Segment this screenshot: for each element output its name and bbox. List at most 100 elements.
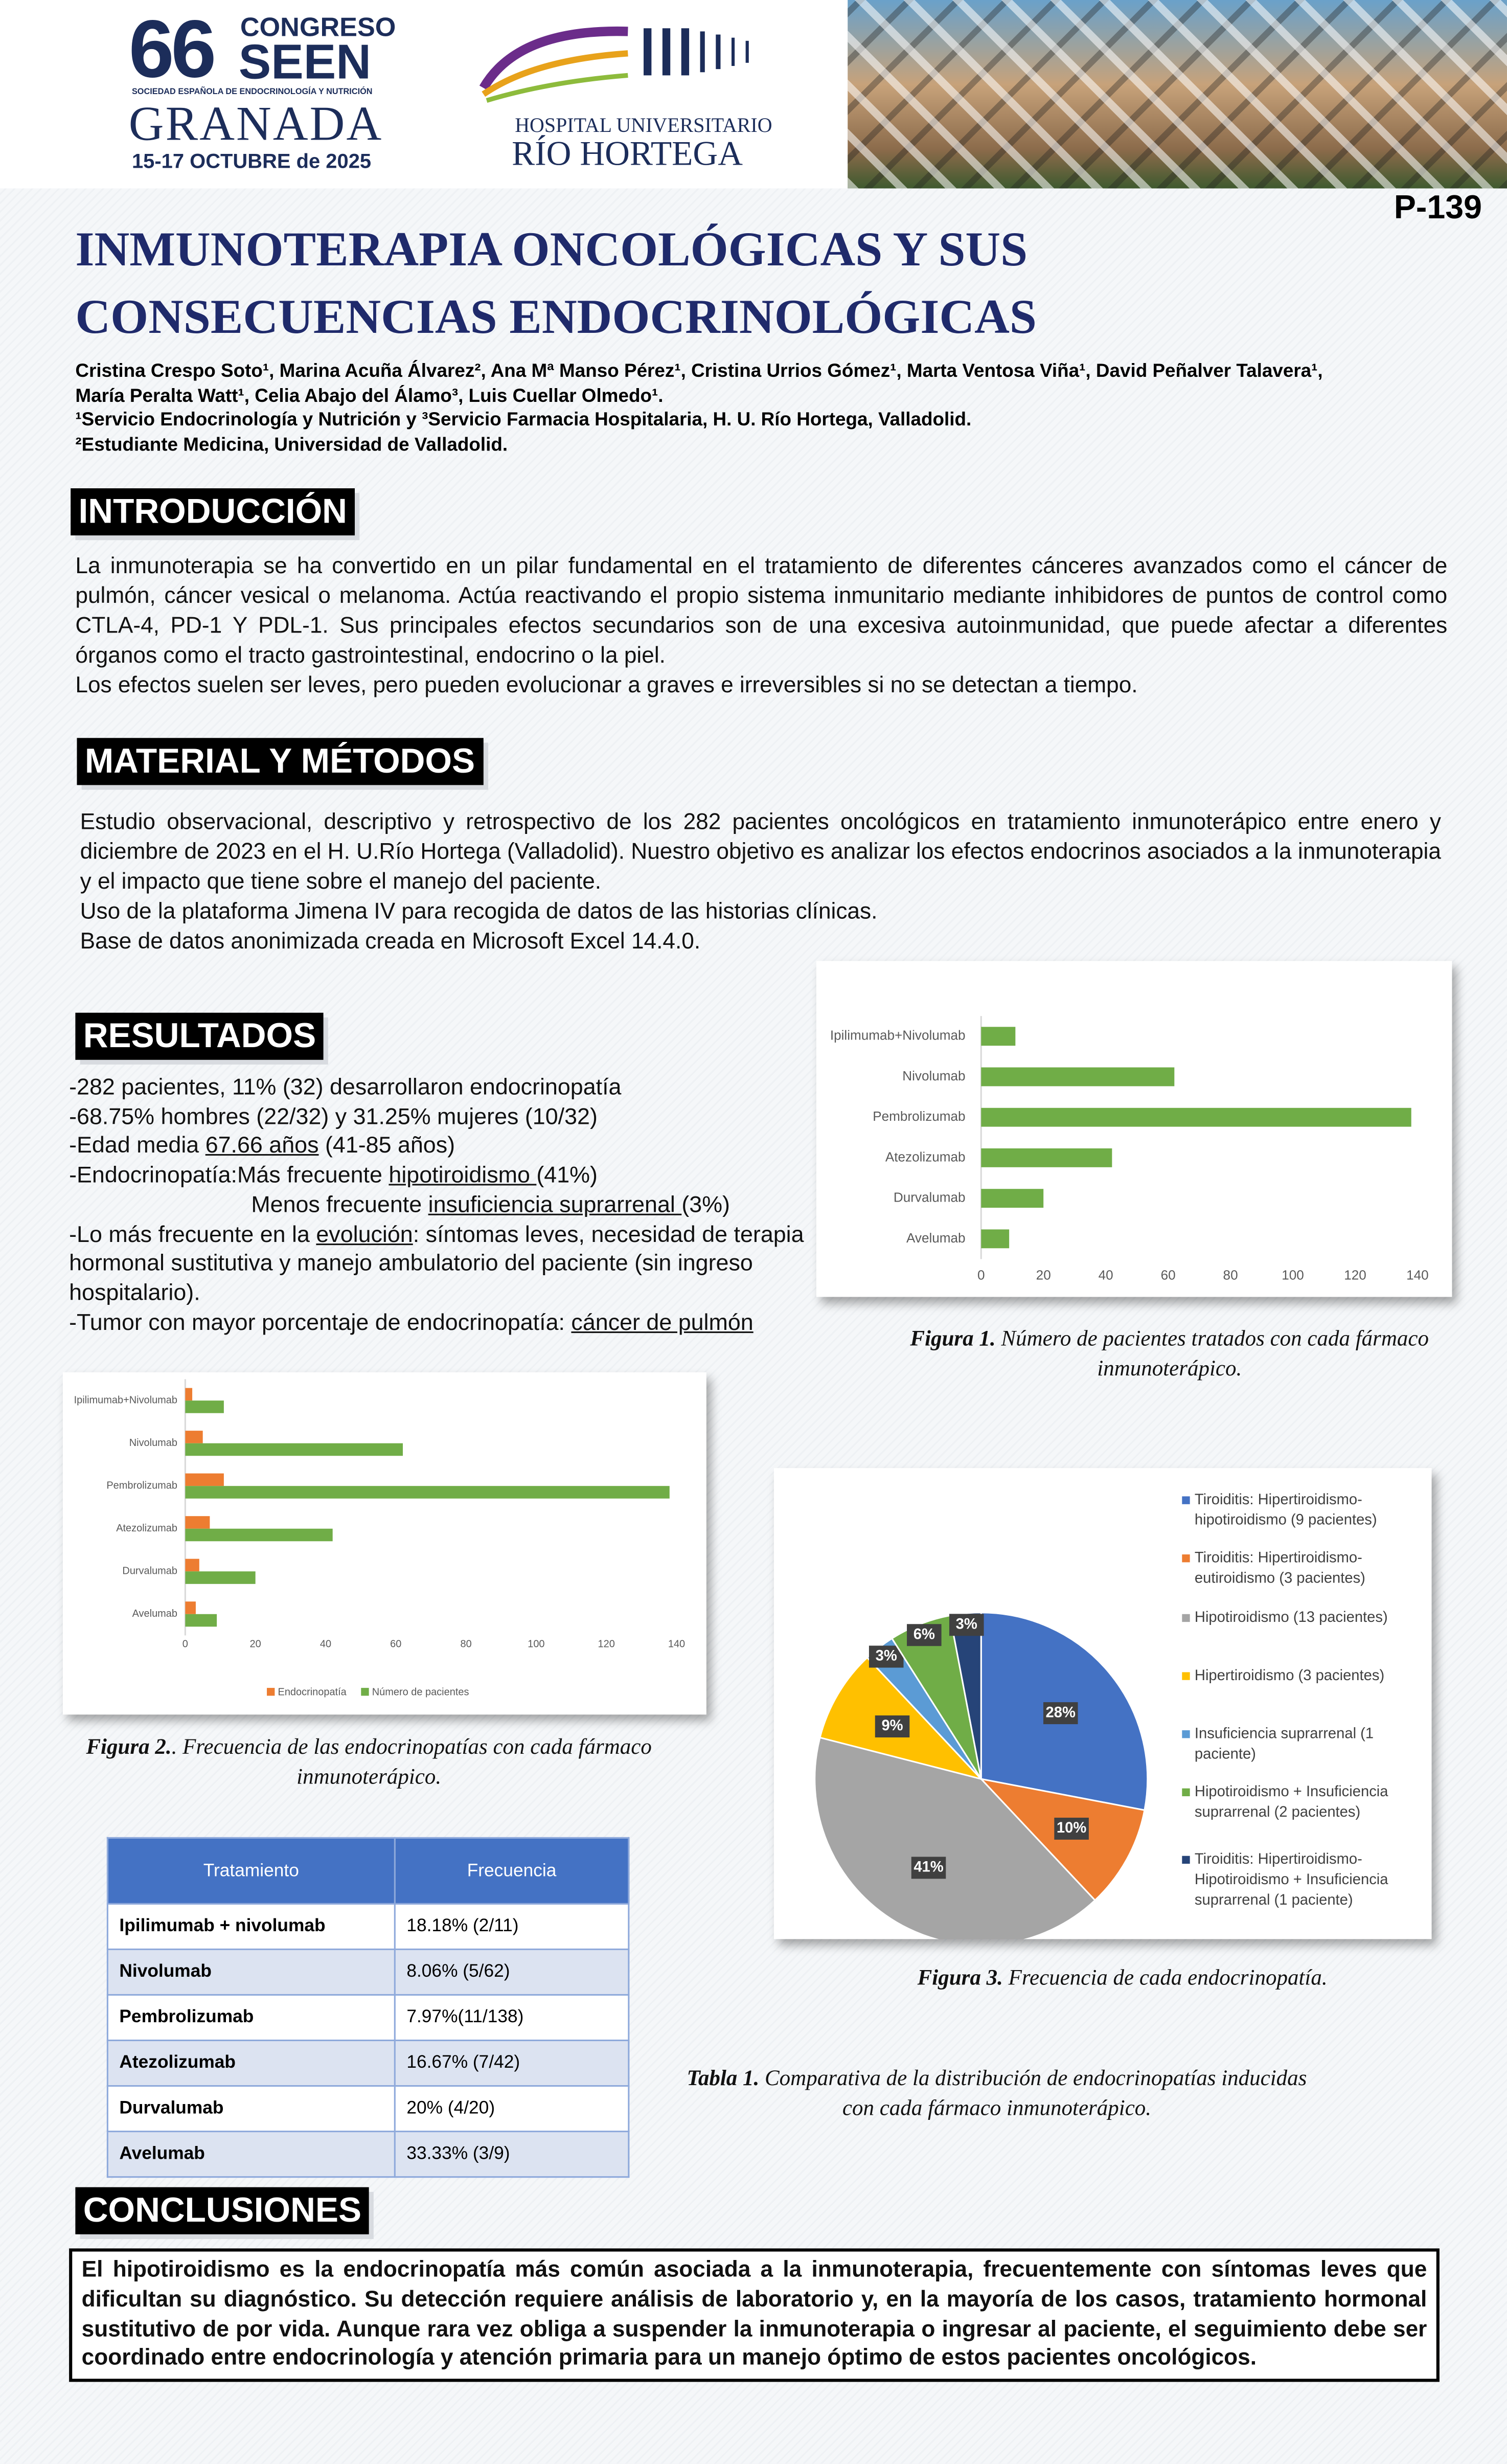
x-tick-label: 0 [977,1268,985,1283]
legend-swatch [1182,1614,1190,1622]
bar [981,1067,1175,1087]
title-line: CONSECUENCIAS ENDOCRINOLÓGICAS [75,289,1037,344]
results-list: -282 pacientes, 11% (32) desarrollaron e… [69,1074,807,1338]
legend-entry: Tiroiditis: Hipertiroidismo-eutiroidismo… [1195,1550,1365,1588]
authors: Cristina Crespo Soto¹, Marina Acuña Álva… [75,359,1323,406]
cell: 33.33% (3/9) [394,2131,630,2178]
cell: 16.67% (7/42) [394,2039,630,2087]
paragraph: Uso de la plataforma Jimena IV para reco… [80,899,878,925]
affiliation: ¹Servicio Endocrinología y Nutrición y ³… [75,408,972,431]
paragraph: Los efectos suelen ser leves, pero puede… [75,673,1138,699]
legend-swatch [267,1688,275,1696]
value-label: 3% [956,1616,977,1633]
x-tick-label: 60 [1161,1268,1176,1283]
bar [981,1229,1010,1249]
bar [185,1388,193,1401]
cell: Pembrolizumab [106,1994,396,2042]
cell: Durvalumab [106,2085,396,2133]
bar [981,1107,1411,1127]
caption-text: Comparativa de la distribución de endocr… [765,2068,1307,2121]
paragraph: Estudio observacional, descriptivo y ret… [80,810,1441,895]
cell: Ipilimumab + nivolumab [106,1903,396,1950]
caption-text: Frecuencia de cada endocrinopatía. [1008,1967,1328,1991]
bar [185,1400,224,1413]
y-tick-label: Durvalumab [894,1190,966,1205]
caption: Figura 2.. Frecuencia de las endocrinopa… [71,1733,667,1793]
section-heading: MATERIAL Y MÉTODOS [77,738,483,785]
y-tick-label: Nivolumab [129,1437,177,1449]
x-tick-label: 0 [182,1638,188,1649]
chart: 0 20 40 60 80 100 120 140 Ipilimumab+Nivolumab Ni… [830,1016,1429,1283]
underlined-text: insuficiencia suprarrenal [428,1193,682,1218]
section-heading: RESULTADOS [75,1012,324,1060]
x-tick-label: 100 [528,1638,544,1649]
cell: Nivolumab [106,1948,396,1996]
hospital-line2: RÍO HORTEGA [512,133,743,173]
y-tick-label: Ipilimumab+Nivolumab [74,1394,177,1406]
text: -Endocrinopatía:Más frecuente [69,1163,389,1189]
caption-label: Figura 1. [910,1328,996,1352]
intro-text: La inmunoterapia se ha convertido en un … [75,553,1447,702]
chart: 0 20 40 60 80 100 120 140 Ipilimumab+Nivolumab Ni… [74,1379,685,1698]
legend-swatch [361,1688,369,1696]
x-tick-label: 120 [1344,1268,1366,1283]
row: Ipilimumab + nivolumab 18.18% (2/11) [106,1903,630,1950]
cell: 18.18% (2/11) [394,1903,630,1950]
legend-entry: Hipotiroidismo + Insuficiencia suprarren… [1194,1783,1388,1822]
underlined-text: cáncer de pulmón [571,1310,754,1336]
caption-label: Tabla 1. [687,2068,760,2092]
value-label: 41% [914,1859,943,1875]
congress-number: 66 [128,5,216,96]
legend-swatch [1182,1788,1190,1796]
bar [981,1189,1044,1208]
legend-label: Hipertiroidismo (3 pacientes) [1194,1667,1385,1685]
caption: Figura 1. Número de pacientes tratados c… [879,1325,1460,1385]
caption: Figura 3. Frecuencia de cada endocrinopa… [832,1964,1413,1994]
figure-box: 0 20 40 60 80 100 120 140 Ipilimumab+Nivolumab Ni… [816,961,1452,1297]
row: Pembrolizumab 7.97%(11/138) [106,1994,630,2042]
pie-slice [814,1736,1097,1947]
y-tick-label: Avelumab [906,1230,966,1246]
legend-label: Hipotiroidismo + Insuficiencia suprarren… [1194,1783,1388,1822]
caption-label: Figura 3. [917,1967,1003,1991]
affiliation: ²Estudiante Medicina, Universidad de Val… [75,433,508,455]
header-cell: Tratamiento [106,1837,396,1905]
authors-block: Cristina Crespo Soto¹, Marina Acuña Álva… [75,359,1362,457]
bar [185,1614,217,1627]
cell: 20% (4/20) [394,2085,630,2133]
legend-label: Hipotiroidismo (13 pacientes) [1194,1609,1388,1627]
text: -68.75% hombres (22/32) y 31.25% mujeres… [69,1104,598,1131]
text: : síntomas leves, necesidad de terapia h… [69,1222,804,1306]
bar [185,1431,203,1443]
cell: 8.06% (5/62) [394,1948,630,1996]
bar [185,1558,199,1572]
x-tick-label: 20 [250,1638,261,1649]
label-bg [949,1614,984,1636]
y-tick-label: Pembrolizumab [873,1109,965,1124]
city-photo [848,0,1507,189]
caption: Tabla 1. Comparativa de la distribución … [683,2065,1311,2124]
label-bg [1043,1702,1078,1725]
value-label: 10% [1057,1820,1086,1836]
label-bg [911,1857,946,1879]
y-tick-label: Nivolumab [902,1068,965,1083]
value-label: 6% [914,1626,935,1642]
y-tick-label: Atezolizumab [116,1523,177,1534]
label-bg [875,1715,910,1737]
text: (3%) [681,1193,730,1218]
legend-label: Tiroiditis: Hipertiroidismo-Hipotiroidis… [1194,1851,1388,1910]
result-item: -Tumor con mayor porcentaje de endocrino… [69,1309,807,1338]
bar [185,1571,256,1584]
y-tick-label: Ipilimumab+Nivolumab [830,1028,966,1043]
legend-entry: Hipertiroidismo (3 pacientes) [1194,1667,1385,1685]
society: SOCIEDAD ESPAÑOLA DE ENDOCRINOLOGÍA Y NU… [131,87,373,98]
legend-label: Insuficiencia suprarrenal (1 paciente) [1194,1725,1374,1764]
bar [981,1148,1112,1167]
x-tick-label: 140 [668,1638,685,1649]
row: Durvalumab 20% (4/20) [106,2085,630,2133]
y-tick-label: Atezolizumab [885,1149,966,1164]
bar [185,1528,333,1542]
legend-swatch [1182,1856,1190,1864]
legend-swatch [1182,1554,1190,1563]
